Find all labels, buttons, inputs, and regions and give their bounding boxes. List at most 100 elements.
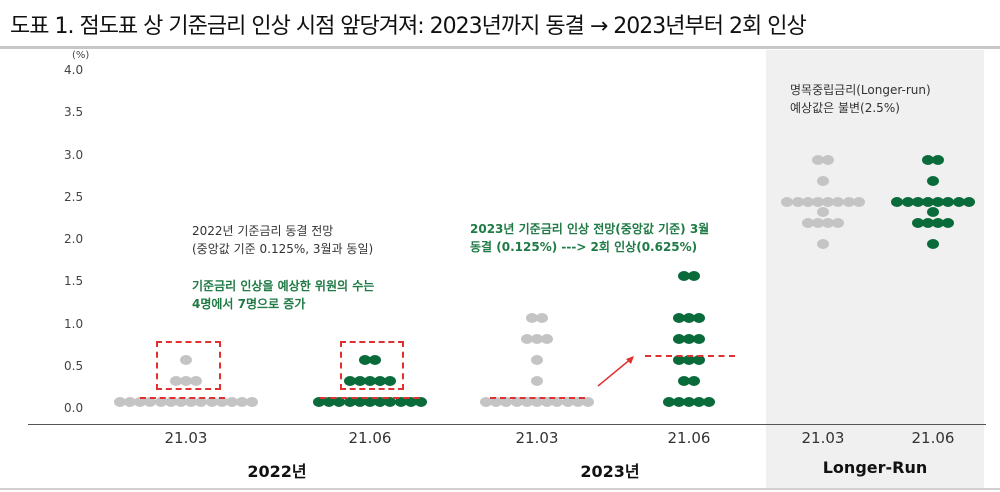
y-tick: 4.0 [64,63,84,77]
dot-marker [343,397,356,408]
y-tick: 1.0 [64,317,84,331]
dot-marker [811,196,824,207]
dot-marker [205,397,218,408]
annotation-2022-line2: (중앙값 기준 0.125%, 3월과 동일) [192,242,374,256]
dot-marker [246,397,259,408]
median-line-2022-june [320,397,420,399]
dot-marker [364,376,376,387]
dot-marker [781,196,794,207]
dot-marker [313,397,325,408]
dot-marker [952,196,965,207]
dot-marker [404,397,417,408]
dot-marker [174,397,187,408]
dot-marker [703,397,716,408]
dot-marker [384,397,397,408]
dot-marker [490,397,503,408]
dot-marker [932,217,945,228]
dot-marker [693,397,706,408]
dot-marker [921,217,934,228]
dot-marker [384,376,397,387]
dot-marker [561,397,574,408]
dot-marker [811,154,824,165]
dot-marker [169,376,182,387]
dot-marker [662,397,675,408]
dot-marker [369,355,382,366]
dot-marker [677,376,690,387]
dot-marker [693,355,706,366]
dot-marker [693,312,706,323]
dot-marker [683,355,695,366]
dot-marker [801,217,814,228]
dot-marker [942,217,955,228]
dot-marker [323,397,336,408]
dot-marker [683,334,695,345]
dot-marker [364,397,376,408]
highlight-box-2022-march [156,341,221,390]
dot-marker [942,196,955,207]
dot-marker [134,397,147,408]
annotation-2023-line1: 2023년 기준금리 인상 전망(중앙값 기준) 3월 [470,222,710,236]
dot-marker [801,196,814,207]
dot-marker [927,175,939,186]
dot-marker [822,154,835,165]
dot-marker [520,334,533,345]
dot-marker [927,239,939,249]
group-label-2023: 2023년 [580,462,640,481]
dot-marker [683,312,695,323]
dot-marker [531,376,543,387]
dot-marker [791,196,804,207]
median-line-2023-june [645,355,735,357]
dot-marker [374,397,387,408]
dot-marker [672,334,685,345]
dot-marker [343,376,356,387]
dot-marker [962,196,975,207]
x-label: 21.03 [164,429,208,447]
dot-marker [817,175,829,186]
dot-marker [693,334,706,345]
dot-marker [500,397,513,408]
x-axis [28,424,986,425]
dot-marker [822,217,835,228]
x-label: 21.06 [667,429,711,447]
dot-marker [852,196,865,207]
dot-marker [353,397,366,408]
dot-marker [811,217,824,228]
dot-marker [520,397,533,408]
annotation-longer-run-line2: 예상값은 불변(2.5%) [790,101,900,115]
dot-marker [551,397,564,408]
dot-marker [927,207,939,218]
dot-marker [215,397,228,408]
dot-marker [541,334,554,345]
dot-marker [180,355,192,366]
y-tick: 1.5 [64,274,84,288]
x-label: 21.03 [801,429,845,447]
y-tick: 2.0 [64,232,84,246]
dot-marker [832,196,845,207]
dot-marker [571,397,584,408]
dot-marker [510,397,523,408]
dot-marker [541,397,554,408]
dot-marker [582,397,594,408]
dot-marker [123,397,136,408]
dot-marker [374,376,387,387]
dot-marker [525,312,538,323]
annotation-2022-line1: 2022년 기준금리 동결 전망 [192,224,334,238]
group-label-2022: 2022년 [247,462,307,481]
dot-marker [932,154,945,165]
dot-marker [921,196,934,207]
dot-marker [185,397,198,408]
y-tick: 2.5 [64,190,84,204]
dot-marker [672,312,685,323]
dot-marker [180,376,192,387]
dot-marker [536,312,549,323]
x-label: 21.03 [515,429,559,447]
y-tick: 0.5 [64,359,84,373]
dot-marker [817,207,829,218]
title-divider [0,46,1000,49]
dot-marker [531,355,543,366]
dot-marker [688,376,701,387]
annotation-2022-green1: 기준금리 인상을 예상한 위원의 수는 [192,279,375,293]
dot-marker [901,196,914,207]
dot-marker [480,397,492,408]
dot-marker [832,217,845,228]
